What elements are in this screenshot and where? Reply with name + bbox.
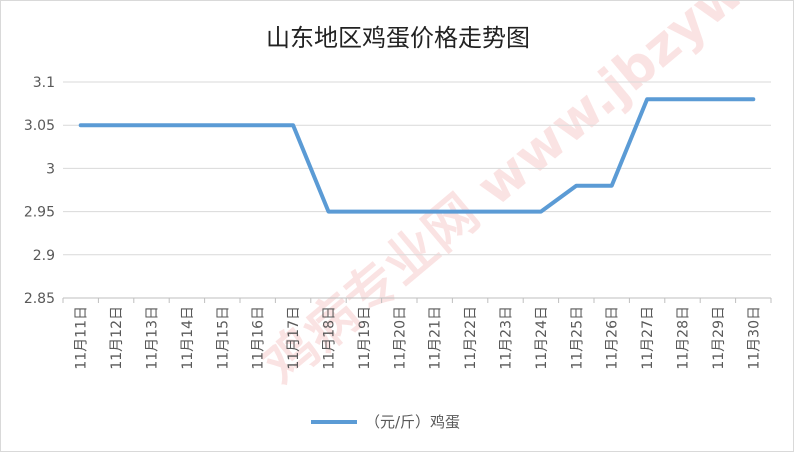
x-tick-label: 11月29日	[711, 306, 727, 370]
x-tick-label: 11月16日	[251, 306, 267, 370]
x-tick-label: 11月20日	[392, 306, 408, 370]
y-tick-label: 2.9	[33, 248, 55, 264]
x-tick-label: 11月17日	[286, 306, 302, 370]
x-tick-label: 11月26日	[605, 306, 621, 370]
x-tick-label: 11月27日	[640, 306, 656, 370]
x-tick-label: 11月11日	[74, 306, 90, 370]
y-tick-label: 2.95	[24, 205, 55, 221]
x-tick-label: 11月24日	[534, 306, 550, 370]
chart-title: 山东地区鸡蛋价格走势图	[266, 24, 530, 52]
series-layer	[78, 97, 756, 214]
legend-label: （元/斤）鸡蛋	[365, 413, 460, 431]
x-tick-label: 11月13日	[145, 306, 161, 370]
x-tick-label: 11月30日	[746, 306, 762, 370]
y-tick-label: 3.05	[24, 118, 55, 134]
x-tick-label: 11月21日	[428, 306, 444, 370]
x-axis: 11月11日 11月12日 11月13日 11月14日 11月15日 11月16日 11月1…	[62, 297, 772, 370]
x-tick-label: 11月22日	[463, 306, 479, 370]
x-tick-label: 11月18日	[322, 306, 338, 370]
x-tick-label: 11月23日	[499, 306, 515, 370]
x-tick-label: 11月28日	[676, 306, 692, 370]
x-tick-label: 11月15日	[215, 306, 231, 370]
y-tick-label: 3	[46, 161, 55, 177]
y-tick-label: 2.85	[24, 291, 55, 307]
x-tick-label: 11月25日	[569, 306, 585, 370]
x-tick-label: 11月12日	[109, 306, 125, 370]
series-line	[78, 97, 756, 214]
x-tick-label: 11月14日	[180, 306, 196, 370]
legend: （元/斤）鸡蛋	[311, 413, 460, 431]
y-tick-label: 3.1	[33, 75, 55, 91]
y-axis: 3.1 3.05 3 2.95 2.9 2.85	[24, 75, 55, 307]
x-tick-label: 11月19日	[357, 306, 373, 370]
